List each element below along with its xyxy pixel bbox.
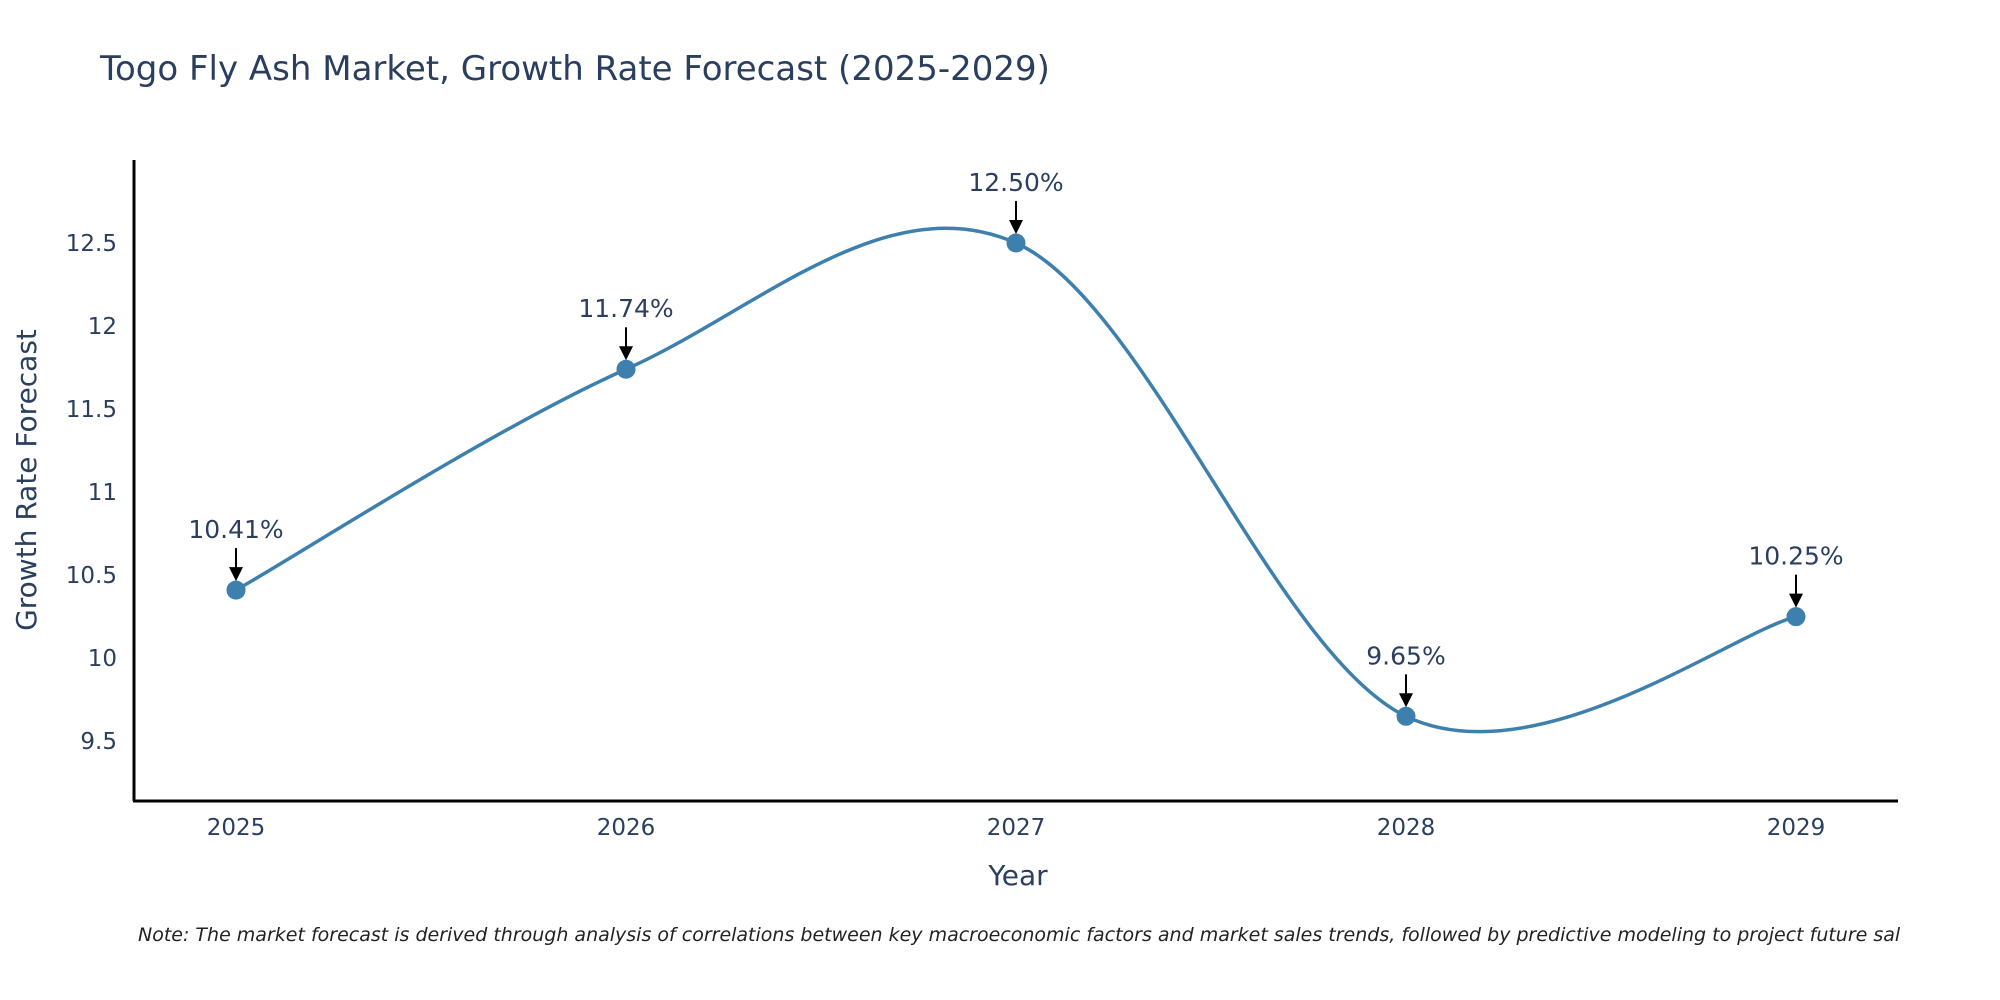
- data-label: 12.50%: [968, 168, 1063, 197]
- data-point: [1786, 607, 1806, 627]
- chart-title: Togo Fly Ash Market, Growth Rate Forecas…: [99, 49, 1050, 89]
- x-tick-label: 2027: [987, 815, 1046, 841]
- x-tick-label: 2025: [207, 815, 266, 841]
- annotation-arrowhead: [1009, 220, 1023, 235]
- data-label: 11.74%: [578, 294, 673, 323]
- data-label: 10.25%: [1748, 542, 1843, 571]
- x-tick-label: 2028: [1377, 815, 1436, 841]
- y-tick-label: 12: [88, 314, 117, 340]
- y-tick-label: 11.5: [66, 397, 117, 423]
- data-point: [226, 580, 246, 600]
- x-axis-title: Year: [987, 859, 1048, 892]
- data-annotations: 10.41% 11.74% 12.50% 9.65% 10.25%: [188, 168, 1844, 708]
- x-tick-label: 2029: [1767, 815, 1826, 841]
- data-point: [616, 359, 636, 379]
- data-label: 9.65%: [1366, 641, 1445, 670]
- y-axis-ticks: 9.5 10 10.5 11 11.5 12 12.5: [66, 231, 117, 755]
- forecast-note: Note: The market forecast is derived thr…: [138, 924, 1901, 946]
- y-tick-label: 11: [88, 480, 117, 506]
- data-point: [1006, 233, 1026, 253]
- growth-rate-line: [235, 226, 1797, 734]
- y-tick-label: 10: [88, 646, 117, 672]
- y-axis-title: Growth Rate Forecast: [10, 329, 43, 631]
- y-tick-label: 10.5: [66, 563, 117, 589]
- annotation-arrowhead: [1399, 693, 1413, 708]
- y-tick-label: 9.5: [80, 729, 117, 755]
- x-axis-ticks: 2025 2026 2027 2028 2029: [207, 815, 1826, 841]
- annotation-arrowhead: [1789, 593, 1803, 608]
- data-point: [1396, 706, 1416, 726]
- annotation-arrowhead: [619, 346, 633, 361]
- data-label: 10.41%: [188, 515, 283, 544]
- annotation-arrowhead: [229, 567, 243, 582]
- data-markers: [226, 233, 1806, 726]
- x-tick-label: 2026: [597, 815, 656, 841]
- y-tick-label: 12.5: [66, 231, 117, 257]
